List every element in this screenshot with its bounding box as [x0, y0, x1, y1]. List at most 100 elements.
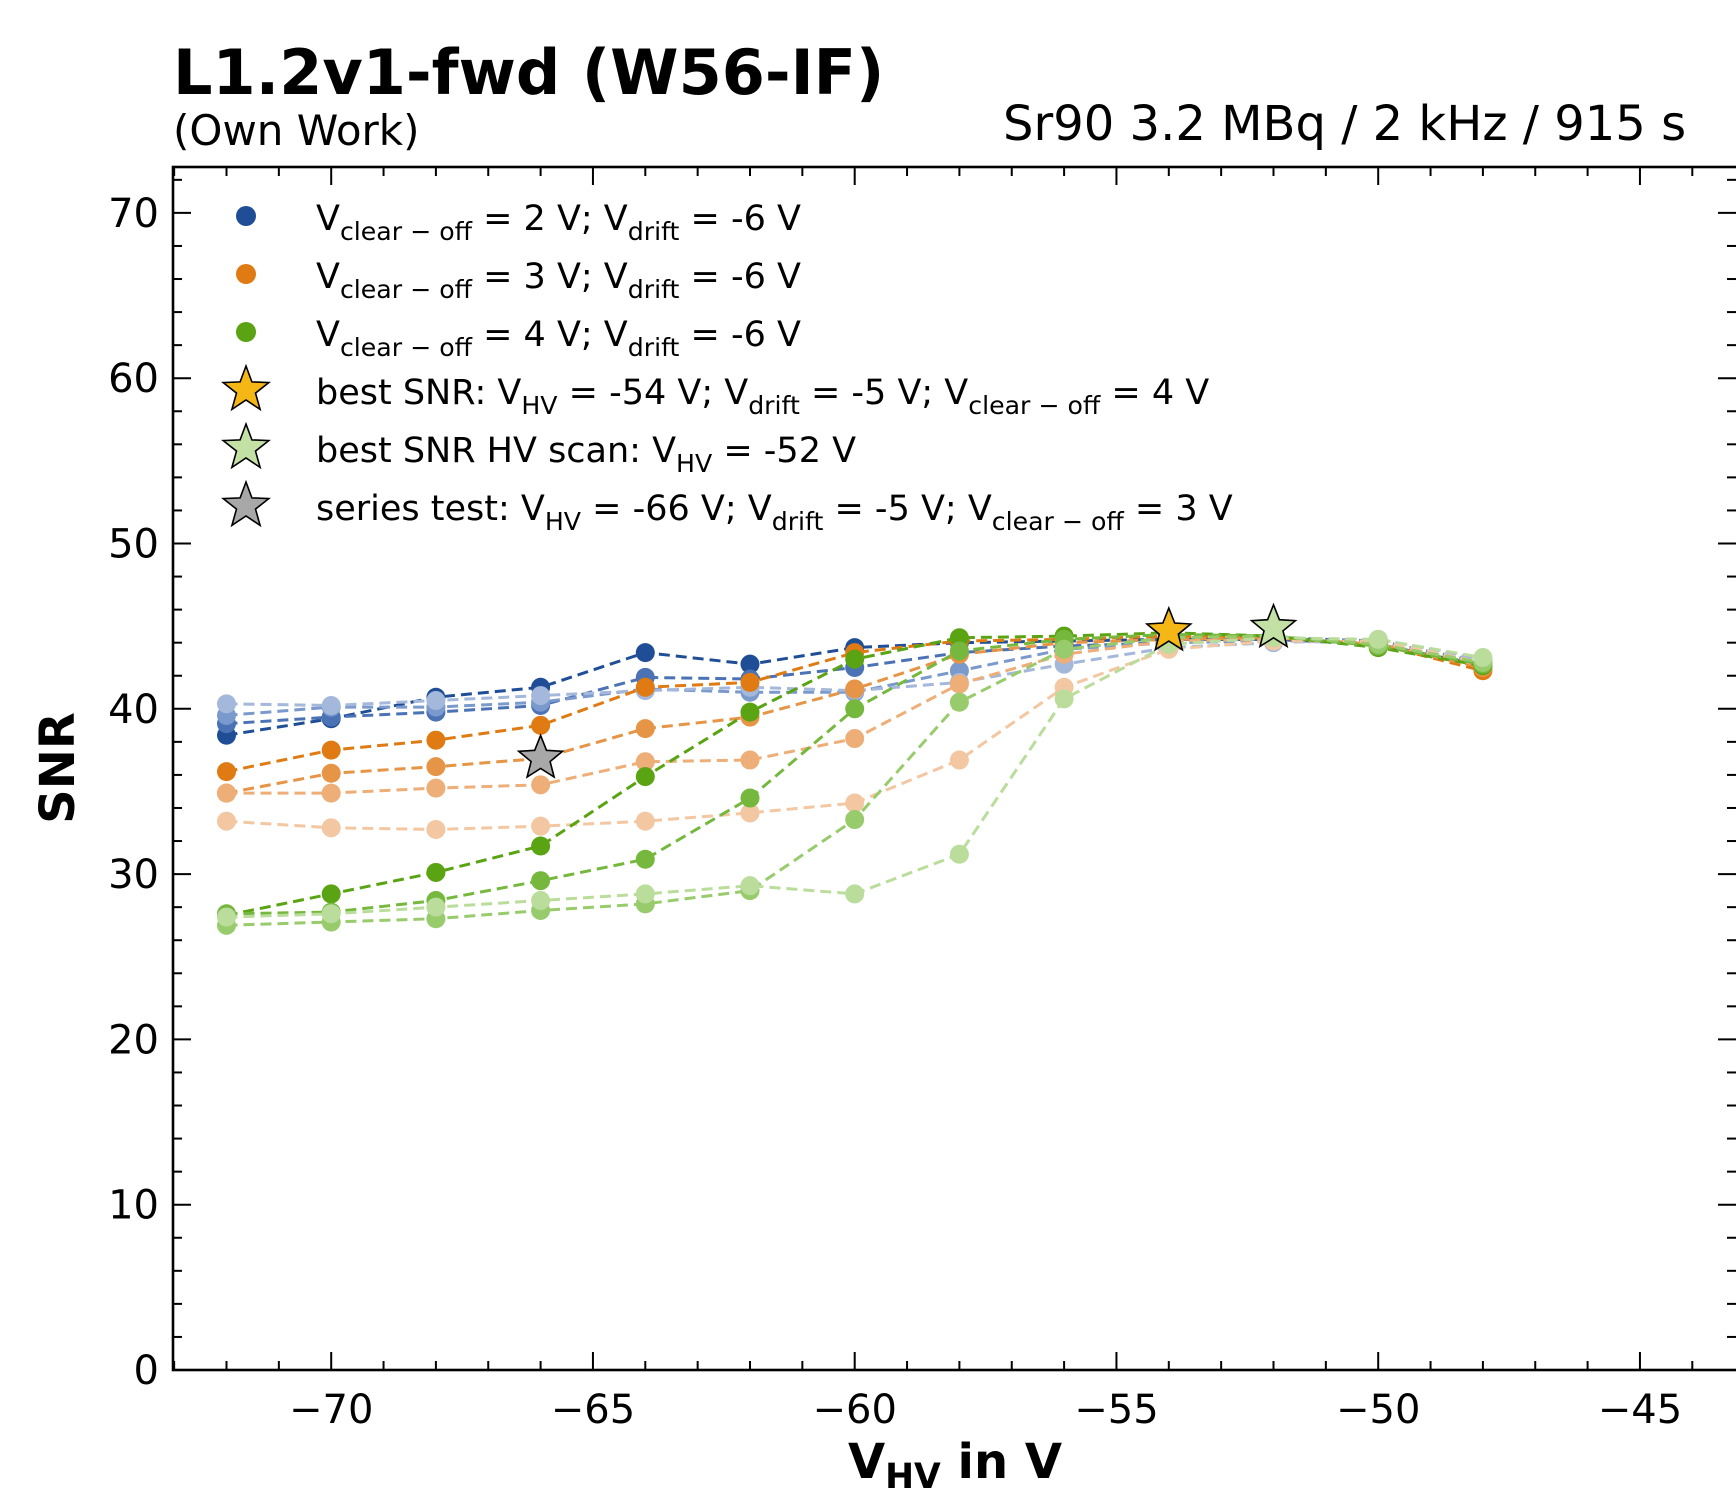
- y-tick-label: 50: [108, 522, 159, 568]
- data-point: [845, 679, 865, 699]
- data-point: [217, 811, 236, 831]
- x-tick-label: −65: [551, 1387, 635, 1433]
- legend-entry-part: series test: V: [316, 489, 545, 529]
- data-point: [321, 884, 341, 904]
- data-point: [845, 810, 865, 830]
- data-point: [845, 793, 865, 813]
- data-point: [740, 876, 760, 896]
- legend-entry-part: = -52 V: [712, 431, 856, 471]
- data-point: [635, 719, 655, 739]
- data-point: [426, 819, 446, 839]
- data-point: [531, 686, 551, 706]
- legend-entry-part: = -5 V; V: [823, 489, 991, 529]
- data-point: [217, 783, 236, 803]
- data-point: [635, 643, 655, 663]
- data-point: [531, 816, 551, 836]
- legend-entry-part: = 4 V: [1100, 373, 1209, 413]
- x-axis-label: VHV in V: [848, 1434, 1062, 1494]
- chart-title: L1.2v1-fwd (W56-IF): [173, 36, 884, 109]
- legend-entry-part: HV: [521, 391, 558, 420]
- data-point: [949, 628, 969, 648]
- data-point: [740, 672, 760, 692]
- y-tick-label: 70: [108, 191, 159, 237]
- data-point: [426, 778, 446, 798]
- y-tick-label: 0: [134, 1348, 159, 1394]
- data-point: [426, 757, 446, 777]
- data-point: [740, 654, 760, 674]
- y-tick-label: 10: [108, 1183, 159, 1229]
- data-point: [845, 884, 865, 904]
- legend-entry: Vclear − off = 3 V; Vdrift = -6 V: [316, 257, 801, 304]
- legend-entry-part: = -5 V; V: [800, 373, 968, 413]
- data-point: [1473, 648, 1493, 668]
- legend-entry-part: = -6 V: [679, 199, 801, 239]
- legend-dot-marker: [236, 206, 256, 226]
- legend-entry-part: clear − off: [340, 217, 473, 246]
- legend-entry-part: V: [316, 199, 340, 239]
- data-point: [635, 767, 655, 787]
- data-point: [321, 695, 341, 715]
- data-point: [531, 891, 551, 911]
- data-point: [321, 783, 341, 803]
- data-point: [949, 641, 969, 661]
- x-axis-label-part: in V: [941, 1434, 1062, 1490]
- data-point: [1054, 689, 1074, 709]
- legend-entry: best SNR HV scan: VHV = -52 V: [316, 431, 856, 478]
- legend-entry-part: drift: [628, 333, 680, 362]
- legend-entry-part: = -6 V: [679, 315, 801, 355]
- data-point: [426, 897, 446, 917]
- legend-entry-part: drift: [772, 507, 824, 536]
- y-tick-label: 20: [108, 1017, 159, 1063]
- star-marker: [1249, 602, 1298, 649]
- data-point: [740, 750, 760, 770]
- data-point: [1368, 629, 1388, 649]
- run-info: Sr90 3.2 MBq / 2 kHz / 915 s: [1003, 96, 1686, 152]
- legend-entry-part: HV: [545, 507, 582, 536]
- x-axis-label-part: V: [848, 1434, 885, 1490]
- y-axis-label: SNR: [30, 712, 86, 824]
- legend-entry: series test: VHV = -66 V; Vdrift = -5 V;…: [316, 489, 1233, 536]
- x-tick-label: −60: [812, 1387, 896, 1433]
- data-point: [426, 691, 446, 711]
- legend-entry-part: clear − off: [340, 333, 473, 362]
- data-point: [635, 677, 655, 697]
- x-axis-label-part: HV: [885, 1457, 941, 1494]
- legend-dot-marker: [236, 322, 256, 342]
- data-point: [531, 775, 551, 795]
- legend-entry-part: = 2 V; V: [472, 199, 628, 239]
- data-point: [635, 884, 655, 904]
- data-point: [845, 649, 865, 669]
- legend-entry-part: best SNR: V: [316, 373, 521, 413]
- data-point: [1054, 639, 1074, 659]
- legend-entry-part: = -66 V; V: [581, 489, 772, 529]
- star-marker: [516, 733, 565, 779]
- legend-entry-part: clear − off: [340, 275, 473, 304]
- chart-subtitle: (Own Work): [173, 106, 420, 155]
- legend-entry-part: drift: [628, 217, 680, 246]
- data-point: [949, 844, 969, 864]
- legend-entry-part: clear − off: [968, 391, 1101, 420]
- data-point: [845, 699, 865, 719]
- data-point: [845, 729, 865, 749]
- data-point: [426, 862, 446, 882]
- legend-entry: Vclear − off = 4 V; Vdrift = -6 V: [316, 315, 801, 362]
- legend-entry-part: drift: [628, 275, 680, 304]
- y-tick-label: 60: [108, 356, 159, 402]
- legend-entry-part: clear − off: [992, 507, 1125, 536]
- data-point: [217, 907, 236, 927]
- data-point: [635, 811, 655, 831]
- legend-star-marker: [221, 479, 271, 528]
- data-point: [217, 762, 236, 782]
- legend-dot-marker: [236, 264, 256, 284]
- y-tick-label: 40: [108, 687, 159, 733]
- x-tick-label: −55: [1074, 1387, 1158, 1433]
- data-point: [740, 702, 760, 722]
- data-point: [531, 715, 551, 735]
- legend-entry-part: = -54 V; V: [558, 373, 749, 413]
- data-point: [635, 849, 655, 869]
- x-tick-label: −50: [1336, 1387, 1420, 1433]
- data-point: [217, 694, 236, 714]
- legend-entry-part: = 3 V; V: [472, 257, 628, 297]
